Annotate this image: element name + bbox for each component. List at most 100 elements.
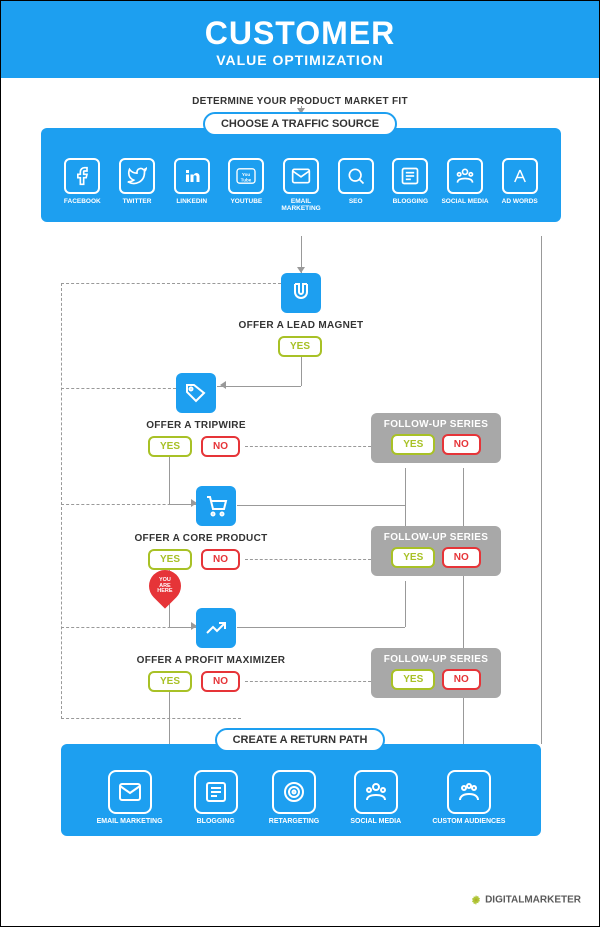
- return-path-box: EMAIL MARKETING BLOGGING RETARGETING SOC…: [61, 744, 541, 836]
- trip-no-button: NO: [201, 436, 240, 457]
- fu1-no-button: NO: [442, 434, 481, 455]
- svg-text:You: You: [242, 172, 250, 177]
- traffic-label: SEO: [349, 198, 363, 205]
- return-pill: CREATE A RETURN PATH: [1, 728, 599, 752]
- traffic-label: LINKEDIN: [176, 198, 207, 205]
- step-lead: OFFER A LEAD MAGNET: [201, 320, 401, 331]
- followup-title: FOLLOW-UP SERIES: [379, 419, 493, 430]
- profit-yes-button: YES: [148, 671, 192, 692]
- connector-dashed: [61, 388, 176, 389]
- traffic-item-seo: SEO: [328, 158, 383, 212]
- profit-no-button: NO: [201, 671, 240, 692]
- blog-icon: [194, 770, 238, 814]
- return-item-retargeting: RETARGETING: [269, 770, 319, 826]
- tag-icon: [176, 373, 216, 413]
- traffic-label: TWITTER: [123, 198, 152, 205]
- traffic-label: AD WORDS: [502, 198, 538, 205]
- adwords-icon: [502, 158, 538, 194]
- traffic-item-linkedin: LINKEDIN: [164, 158, 219, 212]
- return-label: RETARGETING: [269, 818, 319, 826]
- connector: [237, 505, 405, 506]
- return-label: EMAIL MARKETING: [97, 818, 163, 826]
- return-label: BLOGGING: [197, 818, 235, 826]
- connector: [405, 468, 406, 526]
- followup-title: FOLLOW-UP SERIES: [379, 532, 493, 543]
- fu2-yes-button: YES: [391, 547, 435, 568]
- blog-icon: [392, 158, 428, 194]
- search-icon: [338, 158, 374, 194]
- connector-dashed: [61, 627, 196, 628]
- email-icon: [283, 158, 319, 194]
- flowchart-canvas: DETERMINE YOUR PRODUCT MARKET FIT CHOOSE…: [1, 78, 599, 918]
- choose-label: CHOOSE A TRAFFIC SOURCE: [203, 112, 397, 136]
- connector-dashed: [61, 504, 196, 505]
- chart-icon: [196, 608, 236, 648]
- connector: [463, 468, 464, 744]
- arrow-icon: [220, 381, 226, 389]
- traffic-label: BLOGGING: [393, 198, 428, 205]
- return-label: CREATE A RETURN PATH: [215, 728, 386, 752]
- connector: [301, 354, 302, 386]
- fu1-yes-button: YES: [391, 434, 435, 455]
- traffic-source-box: FACEBOOK TWITTER LINKEDIN YouTube YOUTUBE…: [41, 128, 561, 222]
- followup-title: FOLLOW-UP SERIES: [379, 654, 493, 665]
- step-profit: OFFER A PROFIT MAXIMIZER: [101, 655, 321, 666]
- followup-2: FOLLOW-UP SERIES YES NO: [371, 526, 501, 576]
- footer-logo: DIGITALMARKETER: [470, 894, 581, 906]
- svg-text:Tube: Tube: [241, 177, 252, 182]
- core-yes-button: YES: [148, 549, 192, 570]
- header-subtitle: VALUE OPTIMIZATION: [1, 52, 599, 68]
- you-are-here-marker: YOU ARE HERE: [149, 570, 181, 612]
- return-item-social: SOCIAL MEDIA: [350, 770, 401, 826]
- lead-yes-button: YES: [278, 336, 322, 357]
- cart-icon: [196, 486, 236, 526]
- youtube-icon: YouTube: [228, 158, 264, 194]
- traffic-label: YOUTUBE: [230, 198, 262, 205]
- email-icon: [108, 770, 152, 814]
- fu2-no-button: NO: [442, 547, 481, 568]
- traffic-item-twitter: TWITTER: [110, 158, 165, 212]
- fu3-yes-button: YES: [391, 669, 435, 690]
- target-icon: [272, 770, 316, 814]
- connector-dashed: [61, 718, 241, 719]
- connector: [237, 627, 405, 628]
- step-determine: DETERMINE YOUR PRODUCT MARKET FIT: [1, 96, 599, 107]
- traffic-label: EMAIL MARKETING: [274, 198, 329, 212]
- followup-1: FOLLOW-UP SERIES YES NO: [371, 413, 501, 463]
- connector-dashed: [61, 283, 62, 719]
- traffic-label: SOCIAL MEDIA: [441, 198, 488, 205]
- twitter-icon: [119, 158, 155, 194]
- return-item-email: EMAIL MARKETING: [97, 770, 163, 826]
- followup-3: FOLLOW-UP SERIES YES NO: [371, 648, 501, 698]
- choose-pill: CHOOSE A TRAFFIC SOURCE: [1, 112, 599, 136]
- connector-dashed: [245, 681, 371, 682]
- step-core: OFFER A CORE PRODUCT: [101, 533, 301, 544]
- connector: [541, 236, 542, 744]
- footer-brand: DIGITALMARKETER: [485, 895, 581, 906]
- header-banner: CUSTOMER VALUE OPTIMIZATION: [1, 1, 599, 78]
- traffic-item-email: EMAIL MARKETING: [274, 158, 329, 212]
- linkedin-icon: [174, 158, 210, 194]
- audience-icon: [447, 770, 491, 814]
- fu3-no-button: NO: [442, 669, 481, 690]
- return-label: SOCIAL MEDIA: [350, 818, 401, 826]
- traffic-item-adwords: AD WORDS: [492, 158, 547, 212]
- social-icon: [354, 770, 398, 814]
- connector-dashed: [61, 283, 281, 284]
- facebook-icon: [64, 158, 100, 194]
- step-tripwire: OFFER A TRIPWIRE: [96, 420, 296, 431]
- traffic-item-facebook: FACEBOOK: [55, 158, 110, 212]
- magnet-icon: [281, 273, 321, 313]
- connector: [405, 581, 406, 627]
- connector-dashed: [245, 559, 371, 560]
- social-icon: [447, 158, 483, 194]
- traffic-item-social: SOCIAL MEDIA: [438, 158, 493, 212]
- return-item-audiences: CUSTOM AUDIENCES: [432, 770, 505, 826]
- traffic-label: FACEBOOK: [64, 198, 101, 205]
- traffic-item-blogging: BLOGGING: [383, 158, 438, 212]
- connector: [217, 386, 301, 387]
- marker-text: YOU ARE HERE: [157, 578, 172, 595]
- return-item-blogging: BLOGGING: [194, 770, 238, 826]
- connector-dashed: [245, 446, 371, 447]
- gear-icon: [470, 894, 482, 906]
